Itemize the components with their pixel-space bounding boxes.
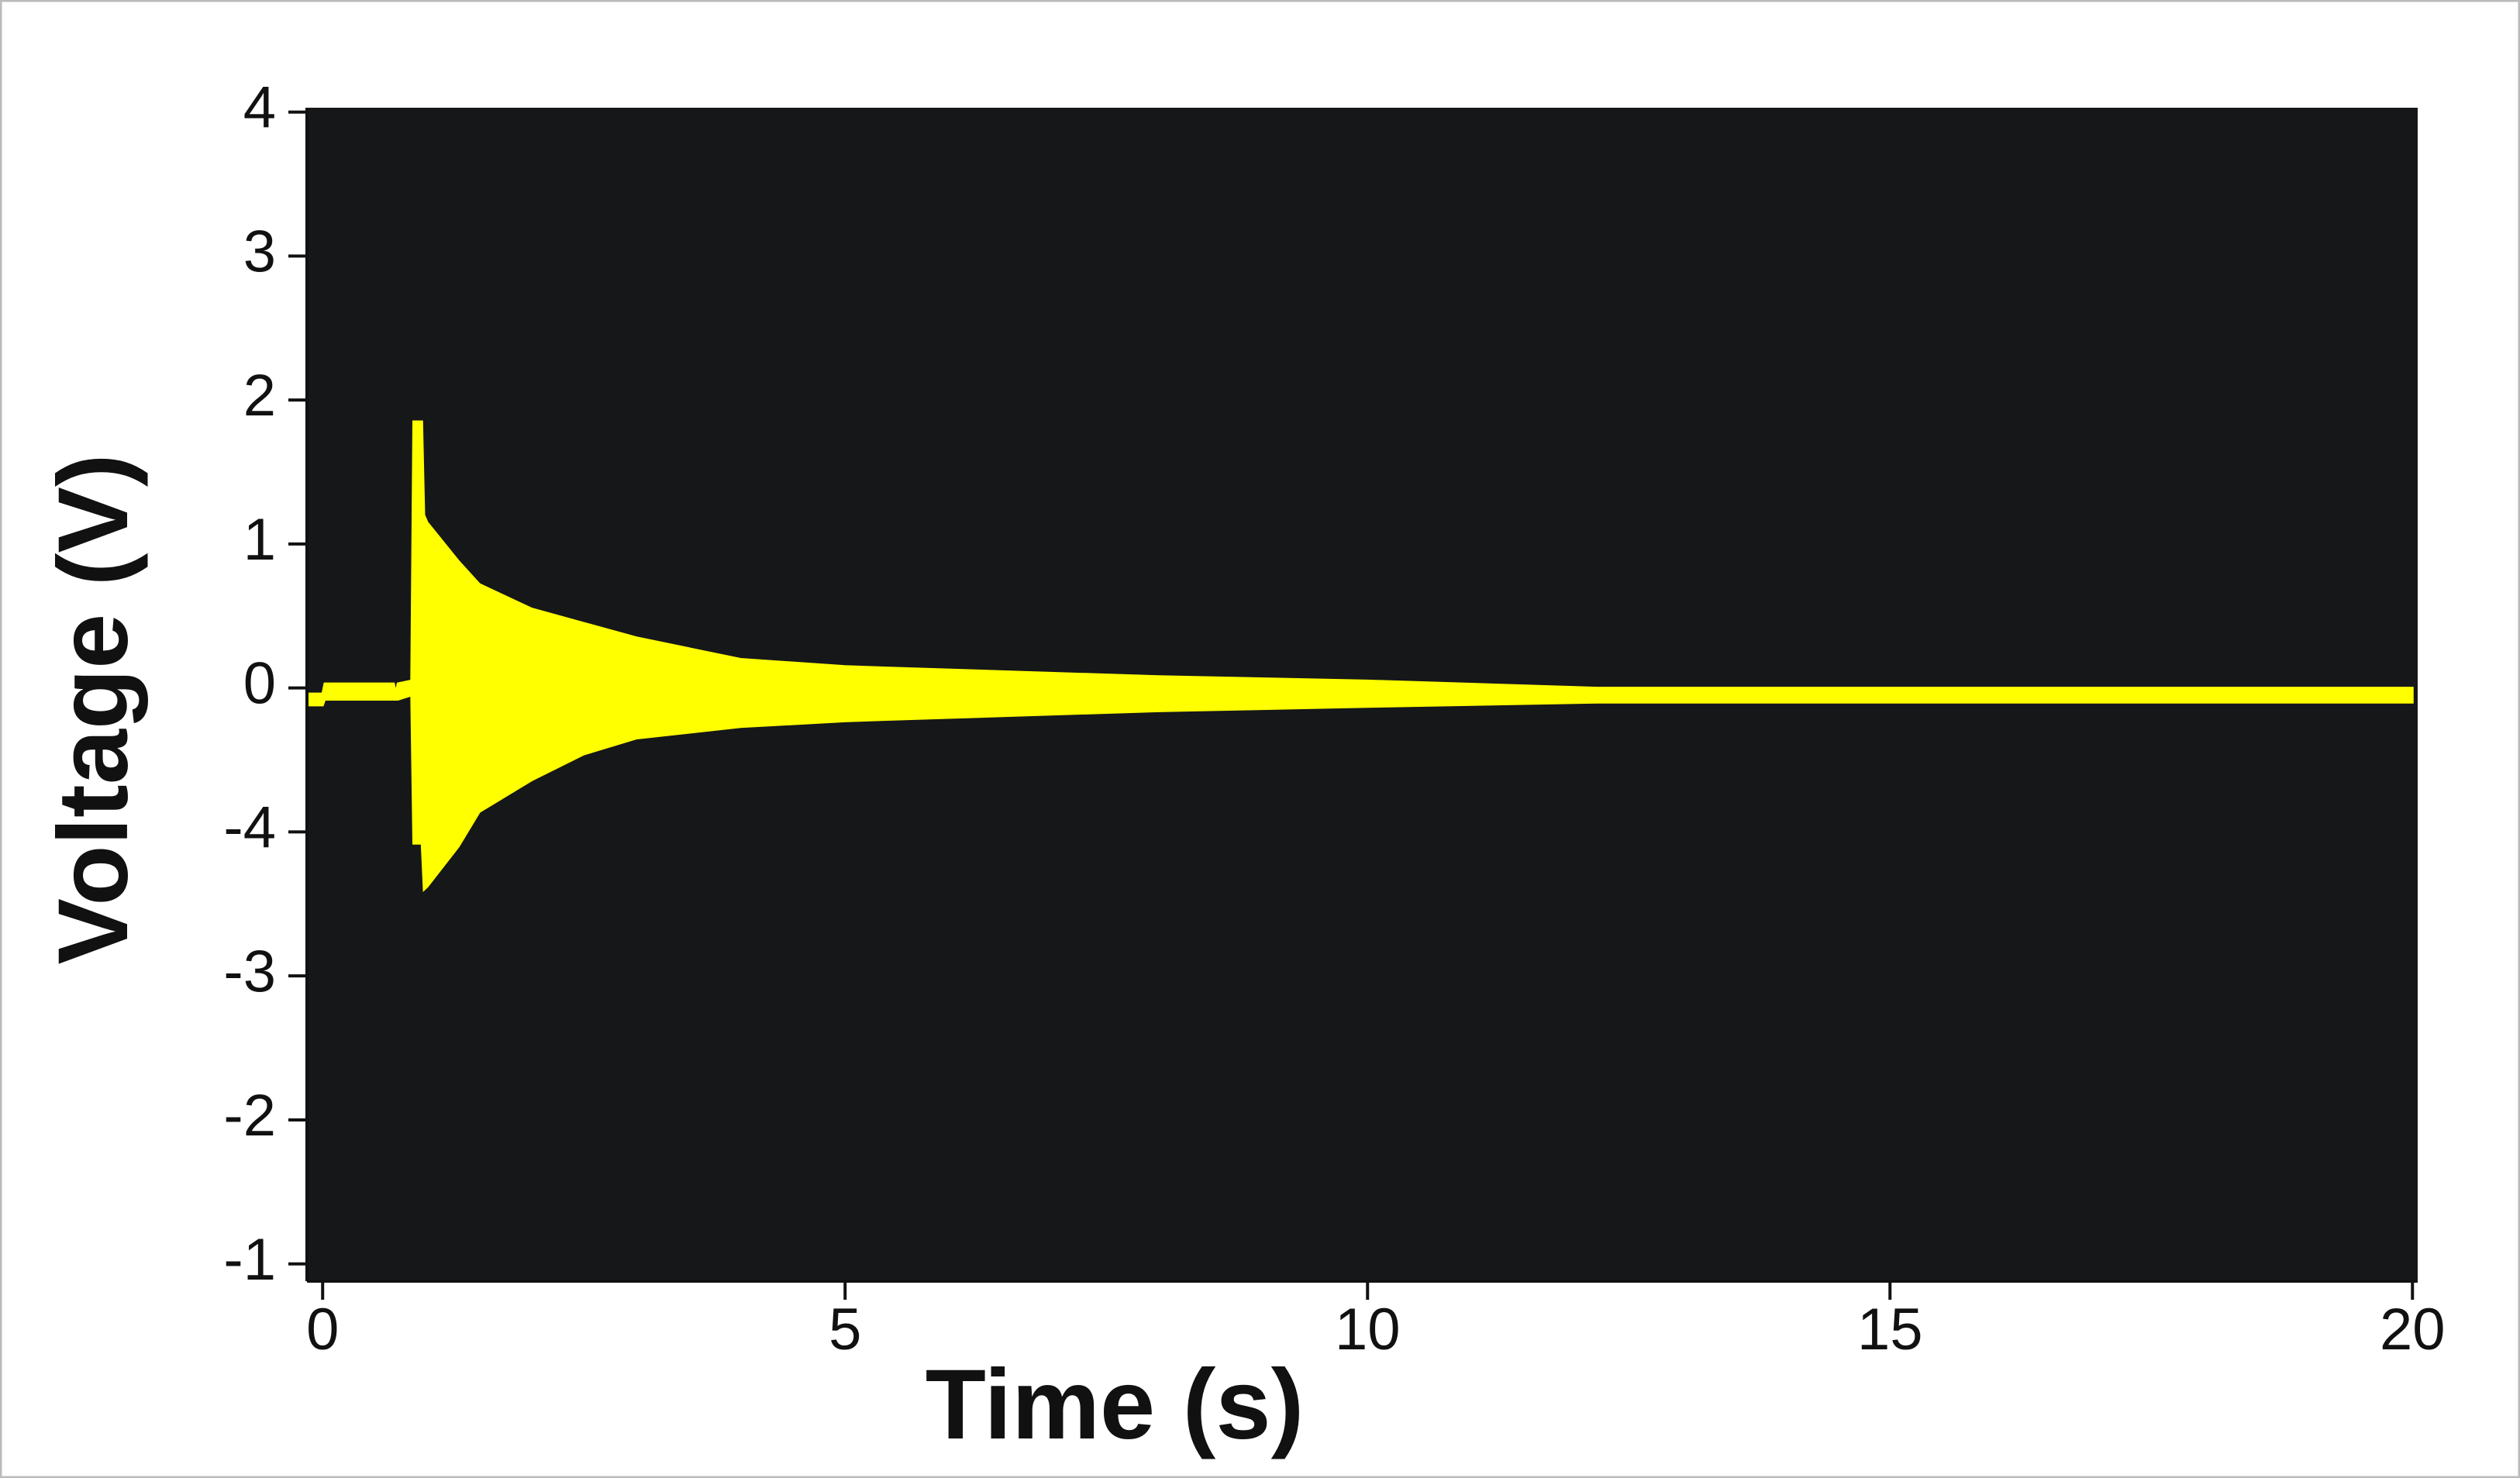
x-tick-label: 10 xyxy=(1335,1297,1401,1363)
y-tick-label: -3 xyxy=(223,939,276,1004)
y-tick-label: 0 xyxy=(243,651,276,717)
y-tick-label: 1 xyxy=(243,507,276,573)
y-tick-label: -4 xyxy=(223,794,276,860)
x-tick-label: 15 xyxy=(1857,1297,1923,1363)
y-tick-label: 2 xyxy=(243,363,276,429)
x-axis-title: Time (s) xyxy=(926,1349,1304,1460)
x-tick-label: 0 xyxy=(306,1297,339,1363)
x-tick-label: 20 xyxy=(2380,1297,2446,1363)
signal-envelope xyxy=(305,420,2414,892)
y-tick-label: -2 xyxy=(223,1083,276,1149)
y-tick-label: 4 xyxy=(243,75,276,141)
x-tick-label: 5 xyxy=(829,1297,861,1363)
y-axis-title: Voltage (V) xyxy=(38,454,149,965)
y-tick-label: 3 xyxy=(243,219,276,284)
y-tick-label: -1 xyxy=(223,1227,276,1293)
